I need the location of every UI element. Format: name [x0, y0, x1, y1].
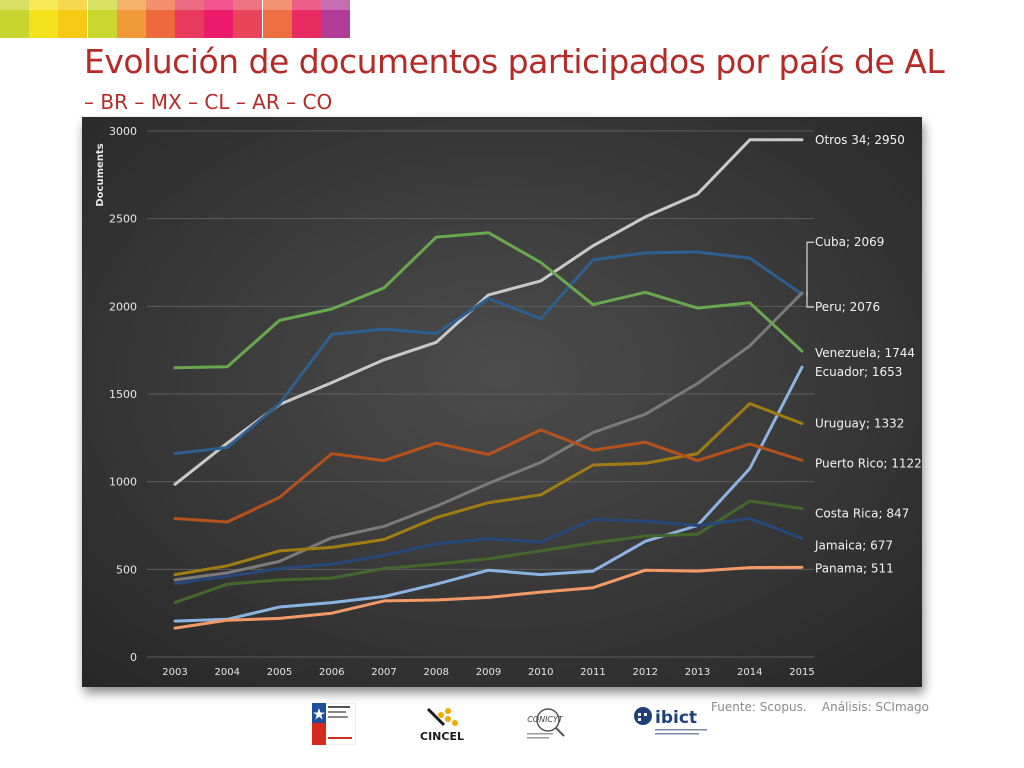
color-bar-cell [291, 10, 321, 38]
y-tick-label: 2000 [109, 300, 137, 313]
data-label: Jamaica; 677 [814, 538, 893, 552]
color-bar-cell [29, 0, 59, 10]
color-bar-cell [145, 10, 175, 38]
x-tick-label: 2014 [737, 667, 762, 678]
y-tick-label: 1500 [109, 388, 137, 401]
x-tick-label: 2013 [685, 667, 710, 678]
series-line-uruguay [173, 402, 804, 577]
data-label: Uruguay; 1332 [815, 416, 904, 430]
color-bar-cell [204, 10, 234, 38]
data-label: Panama; 511 [815, 561, 894, 575]
x-tick-label: 2003 [162, 667, 187, 678]
color-bar-cell [0, 0, 30, 10]
conicyt-logo: CONICYT [527, 708, 565, 739]
data-label: Venezuela; 1744 [815, 346, 915, 360]
color-bar-cell [145, 0, 175, 10]
x-tick-label: 2012 [633, 667, 658, 678]
line-chart-panel: 0 500 1000 1500 2000 2500 3000 2003 2004 2005 2006… [82, 117, 922, 687]
y-tick-label: 1000 [109, 476, 137, 489]
y-tick-label: 3000 [109, 125, 137, 138]
color-bar-cell [29, 10, 59, 38]
cincel-logo: CINCEL [420, 707, 464, 743]
chart-background [82, 117, 922, 687]
conicyt-logo-text: CONICYT [527, 715, 564, 724]
data-label: Peru; 2076 [815, 300, 880, 314]
series-line-panama [173, 565, 804, 630]
source-note: Fuente: Scopus. Análisis: SCImago [711, 700, 929, 714]
ibict-logo: ibict [634, 707, 707, 735]
x-tick-label: 2004 [215, 667, 240, 678]
line-chart: 0 500 1000 1500 2000 2500 3000 2003 2004 2005 2006… [82, 117, 922, 687]
color-bar-cell [87, 0, 117, 10]
series-line-puerto-rico [173, 428, 804, 524]
color-bar-cell [291, 0, 321, 10]
color-bar-cell [0, 10, 30, 38]
series-line-venezuela [173, 231, 804, 370]
data-label: Ecuador; 1653 [815, 365, 902, 379]
color-bar-cell [116, 0, 146, 10]
data-label: Puerto Rico; 1122 [815, 456, 922, 470]
color-bar-cell [233, 10, 263, 38]
color-bar-cell [320, 10, 350, 38]
color-bar-cell [262, 0, 292, 10]
data-label: Costa Rica; 847 [815, 506, 909, 520]
data-label: Cuba; 2069 [815, 235, 884, 249]
x-tick-label: 2015 [789, 667, 814, 678]
color-bar-cell [58, 10, 88, 38]
ibict-logo-text: ibict [655, 708, 697, 728]
x-tick-label: 2009 [476, 667, 501, 678]
y-axis-label: Documents [95, 143, 106, 206]
data-label-leader [806, 241, 814, 297]
y-tick-label: 500 [116, 563, 137, 576]
color-bar-cell [320, 0, 350, 10]
color-bar-cell [262, 10, 292, 38]
data-label: Otros 34; 2950 [815, 133, 905, 147]
series-line-jamaica [173, 517, 804, 585]
color-bar-cell [175, 0, 205, 10]
decorative-color-bar [0, 0, 350, 38]
color-bar-cell [58, 0, 88, 10]
cincel-logo-text: CINCEL [420, 730, 464, 743]
x-tick-label: 2008 [424, 667, 449, 678]
gobierno-chile-logo [312, 703, 356, 745]
x-tick-label: 2005 [267, 667, 292, 678]
series-line-costa-rica [173, 499, 804, 605]
x-tick-label: 2007 [371, 667, 396, 678]
series-line-cuba [173, 250, 804, 456]
x-tick-label: 2011 [580, 667, 605, 678]
x-tick-label: 2010 [528, 667, 553, 678]
color-bar-cell [204, 0, 234, 10]
color-bar-cell [175, 10, 205, 38]
slide-subtitle: – BR – MX – CL – AR – CO [84, 90, 333, 114]
x-tick-label: 2006 [319, 667, 344, 678]
y-tick-label: 0 [130, 651, 137, 664]
slide-title: Evolución de documentos participados por… [84, 42, 945, 81]
color-bar-cell [116, 10, 146, 38]
color-bar-cell [87, 10, 117, 38]
y-tick-label: 2500 [109, 213, 137, 226]
data-label-leader [806, 291, 814, 308]
color-bar-cell [233, 0, 263, 10]
series-line-peru [173, 291, 804, 582]
